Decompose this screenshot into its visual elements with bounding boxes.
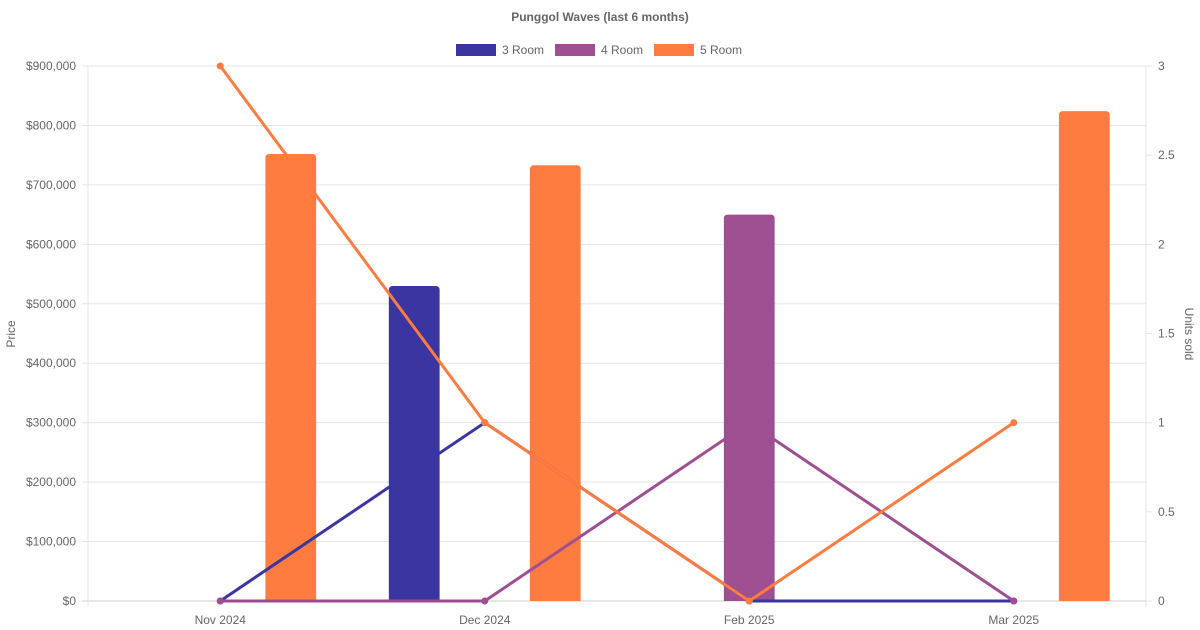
legend: 3 Room 4 Room 5 Room bbox=[456, 43, 742, 57]
legend-label: 3 Room bbox=[502, 43, 544, 57]
bar-3-room bbox=[388, 285, 440, 601]
y-tick-label: $700,000 bbox=[26, 178, 76, 192]
y2-tick-label: 1 bbox=[1158, 416, 1165, 430]
legend-label: 5 Room bbox=[700, 43, 742, 57]
point-5-room bbox=[481, 419, 489, 427]
point-5-room bbox=[745, 597, 753, 605]
y-tick-label: $400,000 bbox=[26, 356, 76, 370]
point-4-room bbox=[745, 419, 753, 427]
legend-swatch bbox=[654, 44, 694, 56]
y-tick-label: $800,000 bbox=[26, 118, 76, 132]
y-tick-label: $0 bbox=[63, 594, 77, 608]
x-tick-label: Feb 2025 bbox=[724, 613, 775, 627]
y-axis-left: $0 $100,000 $200,000 $300,000 $400,000 $500,0… bbox=[26, 59, 76, 608]
bar-5-room bbox=[529, 165, 581, 601]
y-axis-label: Price bbox=[4, 320, 18, 348]
bars bbox=[265, 111, 1110, 601]
x-axis: Nov 2024 Dec 2024 Feb 2025 Mar 2025 bbox=[195, 613, 1040, 627]
y-tick-label: $300,000 bbox=[26, 416, 76, 430]
x-tick-label: Nov 2024 bbox=[195, 613, 247, 627]
legend-label: 4 Room bbox=[601, 43, 643, 57]
lines bbox=[216, 62, 1018, 605]
bar-4-room bbox=[723, 214, 775, 601]
y-tick-label: $600,000 bbox=[26, 237, 76, 251]
y2-tick-label: 2.5 bbox=[1158, 148, 1175, 162]
grid bbox=[82, 65, 1147, 607]
legend-swatch bbox=[555, 44, 595, 56]
y-tick-label: $900,000 bbox=[26, 59, 76, 73]
y2-tick-label: 1.5 bbox=[1158, 327, 1175, 341]
chart-title: Punggol Waves (last 6 months) bbox=[511, 10, 689, 24]
bar-5-room bbox=[265, 153, 317, 601]
legend-swatch bbox=[456, 44, 496, 56]
y-axis-right: 0 0.5 1 1.5 2 2.5 3 bbox=[1146, 59, 1175, 608]
bar-5-room bbox=[1058, 111, 1110, 601]
y-tick-label: $100,000 bbox=[26, 535, 76, 549]
point-4-room bbox=[481, 597, 489, 605]
point-5-room bbox=[1010, 419, 1018, 427]
y2-tick-label: 2 bbox=[1158, 237, 1165, 251]
y-tick-label: $500,000 bbox=[26, 297, 76, 311]
y2-axis-label: Units sold bbox=[1182, 308, 1196, 361]
y2-tick-label: 3 bbox=[1158, 59, 1165, 73]
point-4-room bbox=[1010, 597, 1018, 605]
line-5-room bbox=[219, 65, 1015, 603]
x-tick-label: Mar 2025 bbox=[988, 613, 1039, 627]
y-tick-label: $200,000 bbox=[26, 475, 76, 489]
point-4-room bbox=[216, 597, 224, 605]
y2-tick-label: 0.5 bbox=[1158, 505, 1175, 519]
y2-tick-label: 0 bbox=[1158, 594, 1165, 608]
point-5-room bbox=[216, 62, 224, 70]
x-tick-label: Dec 2024 bbox=[459, 613, 511, 627]
